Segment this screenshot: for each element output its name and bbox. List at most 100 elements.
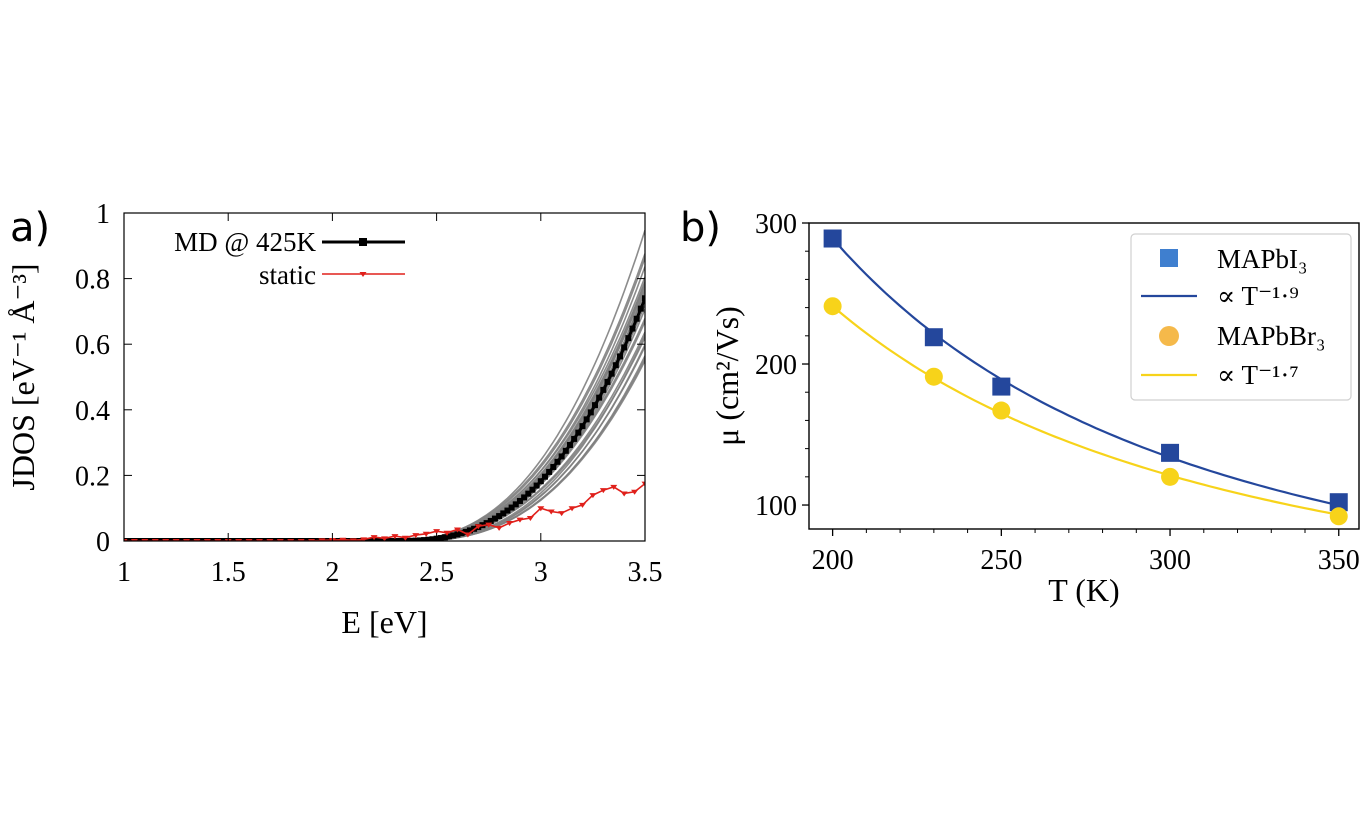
y-axis-title-b: μ (cm²/Vs) — [709, 306, 745, 446]
md-point — [375, 538, 382, 541]
x-tick-label-a: 1.5 — [211, 557, 246, 588]
md-point — [166, 538, 173, 541]
x-tick-label-b: 200 — [812, 545, 854, 576]
x-tick-label-a: 2.5 — [419, 557, 454, 588]
md-sample-line — [124, 308, 645, 541]
md-point — [487, 517, 494, 524]
md-point — [491, 515, 498, 522]
md-point — [612, 362, 619, 369]
md-point — [496, 513, 503, 520]
mapbi3-point — [924, 328, 943, 347]
md-point — [454, 531, 461, 538]
static-point — [401, 535, 409, 541]
legend-label-fit-mapbbr3: ∝ T⁻¹·⁷ — [1217, 360, 1299, 390]
md-point — [396, 537, 403, 541]
static-point — [464, 532, 472, 538]
y-axis-title-a: JDOS [eV⁻¹ Å⁻³] — [5, 263, 41, 490]
static-point — [339, 537, 347, 541]
md-point — [146, 538, 153, 541]
md-point — [621, 344, 628, 351]
md-point — [642, 295, 645, 302]
md-sample-line — [124, 281, 645, 541]
legend-label-fit-mapbi3: ∝ T⁻¹·⁹ — [1217, 281, 1299, 311]
md-sample-line — [124, 257, 645, 541]
md-point — [504, 507, 511, 514]
md-sample-line — [124, 303, 645, 541]
md-point — [412, 537, 419, 541]
md-point — [404, 537, 411, 541]
x-tick-label-a: 3.5 — [628, 557, 663, 588]
y-tick-label-a: 0 — [96, 527, 110, 558]
y-tick-label-a: 0.2 — [75, 461, 110, 492]
md-point — [591, 402, 598, 409]
plot-area-a — [124, 230, 645, 541]
legend-marker-md — [359, 238, 367, 246]
legend-label-mapbi3: MAPbI₃ — [1217, 244, 1307, 274]
static-point — [641, 481, 645, 487]
static-point — [360, 537, 368, 541]
static-point — [495, 525, 503, 531]
md-point — [596, 394, 603, 401]
x-axis-title-b: T (K) — [1048, 572, 1119, 608]
md-point — [271, 538, 278, 541]
md-sample-line — [124, 281, 645, 541]
static-point — [526, 516, 534, 522]
md-point — [616, 353, 623, 360]
x-tick-label-b: 350 — [1318, 545, 1360, 576]
md-point — [187, 538, 194, 541]
mapbbr3-point — [924, 367, 943, 386]
chart-panel-b: 200 250 300 350 100 200 300 T (K) μ (cm²/Vs) MAPb… — [709, 209, 1360, 608]
md-point — [500, 510, 507, 517]
md-point — [179, 538, 186, 541]
static-point — [631, 489, 639, 495]
legend-b: MAPbI₃ ∝ T⁻¹·⁹ MAPbBr₃ ∝ T⁻¹·⁷ — [1130, 233, 1352, 401]
md-point — [450, 532, 457, 539]
x-tick-label-a: 2 — [325, 557, 339, 588]
md-point — [546, 468, 553, 475]
x-tick-label-b: 300 — [1149, 545, 1191, 576]
static-point — [412, 533, 420, 539]
static-point — [318, 538, 326, 541]
md-point — [387, 538, 394, 541]
static-point — [610, 484, 618, 490]
static-point — [578, 502, 586, 508]
md-sample-line — [124, 282, 645, 541]
md-point — [600, 386, 607, 393]
static-point — [537, 506, 545, 512]
md-point — [312, 538, 319, 541]
x-tick-label-b: 250 — [980, 545, 1022, 576]
x-tick-label-a: 3 — [534, 557, 548, 588]
md-point — [629, 325, 636, 332]
md-sample-line — [124, 360, 645, 541]
md-point — [379, 538, 386, 541]
md-point — [558, 453, 565, 460]
y-tick-label-a: 0.4 — [75, 396, 110, 427]
static-point — [453, 527, 461, 533]
legend-marker-static — [359, 272, 367, 277]
md-point — [304, 538, 311, 541]
md-point — [537, 478, 544, 485]
md-point — [625, 335, 632, 342]
legend-label-md: MD @ 425K — [174, 227, 316, 257]
md-point — [466, 527, 473, 534]
md-point — [437, 535, 444, 541]
static-point — [620, 491, 628, 497]
x-axis-title-a: E [eV] — [341, 604, 427, 640]
md-sample-line — [124, 230, 645, 541]
md-point — [541, 473, 548, 480]
mapbbr3-point — [823, 297, 842, 316]
md-point — [512, 501, 519, 508]
md-point — [508, 504, 515, 511]
md-point — [125, 538, 132, 541]
md-point — [516, 497, 523, 504]
static-point — [433, 529, 441, 535]
y-tick-label-b: 100 — [755, 491, 797, 522]
md-point — [608, 370, 615, 377]
md-point — [241, 538, 248, 541]
md-point — [391, 538, 398, 541]
md-point — [571, 435, 578, 442]
plot-frame-b — [808, 222, 1360, 530]
md-point — [421, 537, 428, 541]
md-point — [525, 490, 532, 497]
